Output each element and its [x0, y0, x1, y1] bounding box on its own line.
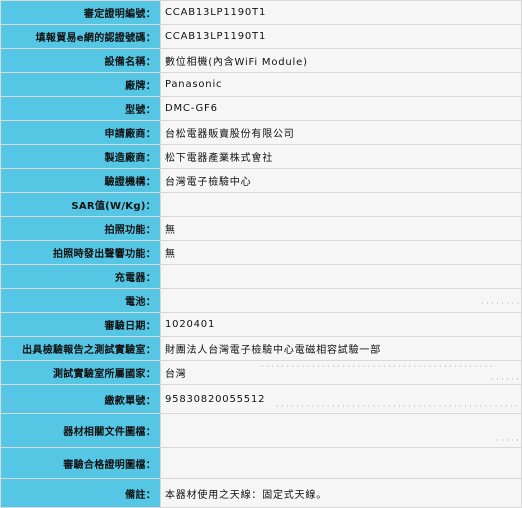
applicant-value: 台松電器販賣股份有限公司 [160, 120, 522, 145]
faint-dots-decoration: · · · · · · · · · · · · · · · · · · · · … [276, 402, 518, 411]
faint-dots-decoration: · · · · · · · · · · · · · [491, 375, 521, 384]
approval-number-label: 審定證明編號： [0, 0, 161, 25]
payment-number-value: 95830820055512 · · · · · · · · · · · · ·… [160, 384, 522, 414]
charger-label: 充電器： [0, 264, 161, 289]
certification-body-value: 台灣電子檢驗中心 [160, 168, 522, 193]
table-row-sar-value: SAR值(W/Kg)： [0, 192, 522, 217]
sar-value-value [160, 192, 522, 217]
table-row-applicant: 申請廠商： 台松電器販賣股份有限公司 [0, 120, 522, 145]
testing-lab-value: 財團法人台灣電子檢驗中心電磁相容試驗一部 [160, 336, 522, 361]
device-docs-value: · · · · · · · · · · · · · [160, 413, 522, 448]
table-row-photo-function: 拍照功能： 無 [0, 216, 522, 241]
review-date-label: 審驗日期： [0, 312, 161, 337]
faint-dots-decoration: · · · · · · · · · · · · · · · [481, 299, 521, 308]
table-row-model: 型號： DMC-GF6 [0, 96, 522, 121]
table-row-device-docs: 器材相關文件圖檔： · · · · · · · · · · · · · [0, 413, 522, 448]
lab-country-text: 台灣 [165, 369, 187, 380]
table-row-approval-cert-image: 審驗合格證明圖檔： [0, 447, 522, 479]
trade-net-cert-number-value: CCAB13LP1190T1 [160, 24, 522, 49]
table-row-review-date: 審驗日期： 1020401 [0, 312, 522, 337]
table-row-lab-country: 測試實驗室所屬國家： 台灣 · · · · · · · · · · · · · … [0, 360, 522, 385]
table-row-charger: 充電器： [0, 264, 522, 289]
table-row-device-name: 設備名稱： 數位相機(內含WiFi Module) [0, 48, 522, 73]
review-date-value: 1020401 [160, 312, 522, 337]
device-name-label: 設備名稱： [0, 48, 161, 73]
model-label: 型號： [0, 96, 161, 121]
table-row-brand: 廠牌： Panasonic [0, 72, 522, 97]
payment-number-label: 繳款單號： [0, 384, 161, 414]
brand-label: 廠牌： [0, 72, 161, 97]
sar-value-label: SAR值(W/Kg)： [0, 192, 161, 217]
table-row-battery: 電池： · · · · · · · · · · · · · · · [0, 288, 522, 313]
charger-value [160, 264, 522, 289]
table-row-testing-lab: 出具檢驗報告之測試實驗室： 財團法人台灣電子檢驗中心電磁相容試驗一部 [0, 336, 522, 361]
payment-number-text: 95830820055512 [165, 393, 266, 405]
model-value: DMC-GF6 [160, 96, 522, 121]
manufacturer-label: 製造廠商： [0, 144, 161, 169]
trade-net-cert-number-label: 填報貿易e網的認證號碼： [0, 24, 161, 49]
certification-body-label: 驗證機構： [0, 168, 161, 193]
table-row-trade-net-cert-number: 填報貿易e網的認證號碼： CCAB13LP1190T1 [0, 24, 522, 49]
approval-cert-image-label: 審驗合格證明圖檔： [0, 447, 161, 479]
faint-dots-decoration: · · · · · · · · · · · · · · · · · · · · … [261, 362, 493, 371]
lab-country-value: 台灣 · · · · · · · · · · · · · · · · · · ·… [160, 360, 522, 385]
table-row-remarks: 備註： 本器材使用之天線：固定式天線。 [0, 478, 522, 508]
testing-lab-label: 出具檢驗報告之測試實驗室： [0, 336, 161, 361]
shutter-sound-value: 無 [160, 240, 522, 265]
table-row-payment-number: 繳款單號： 95830820055512 · · · · · · · · · ·… [0, 384, 522, 414]
manufacturer-value: 松下電器產業株式會社 [160, 144, 522, 169]
table-row-shutter-sound: 拍照時發出聲響功能： 無 [0, 240, 522, 265]
table-row-manufacturer: 製造廠商： 松下電器產業株式會社 [0, 144, 522, 169]
photo-function-label: 拍照功能： [0, 216, 161, 241]
approval-cert-image-value [160, 447, 522, 479]
device-name-value: 數位相機(內含WiFi Module) [160, 48, 522, 73]
remarks-value: 本器材使用之天線：固定式天線。 [160, 478, 522, 508]
photo-function-value: 無 [160, 216, 522, 241]
remarks-label: 備註： [0, 478, 161, 508]
table-row-approval-number: 審定證明編號： CCAB13LP1190T1 [0, 0, 522, 25]
faint-dots-decoration: · · · · · · · · · · · · · [496, 436, 521, 445]
device-docs-label: 器材相關文件圖檔： [0, 413, 161, 448]
applicant-label: 申請廠商： [0, 120, 161, 145]
lab-country-label: 測試實驗室所屬國家： [0, 360, 161, 385]
approval-number-value: CCAB13LP1190T1 [160, 0, 522, 25]
shutter-sound-label: 拍照時發出聲響功能： [0, 240, 161, 265]
battery-label: 電池： [0, 288, 161, 313]
brand-value: Panasonic [160, 72, 522, 97]
battery-value: · · · · · · · · · · · · · · · [160, 288, 522, 313]
table-row-certification-body: 驗證機構： 台灣電子檢驗中心 [0, 168, 522, 193]
